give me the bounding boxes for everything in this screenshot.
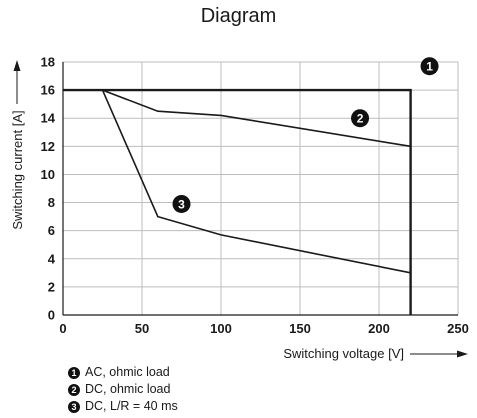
x-tick-label: 50 [135, 321, 149, 336]
legend-marker-1: 1 [68, 366, 80, 379]
legend: 1 AC, ohmic load 2 DC, ohmic load 3 DC, … [68, 364, 178, 415]
y-tick-label: 0 [48, 308, 55, 323]
y-axis-label: Switching current [A] [10, 110, 25, 229]
plot-frame [62, 61, 459, 316]
series-marker-label-1: 1 [426, 60, 433, 74]
legend-marker-2: 2 [68, 383, 80, 396]
legend-item-1: 1 AC, ohmic load [68, 364, 178, 381]
legend-label-1: AC, ohmic load [85, 365, 170, 379]
y-tick-label: 14 [41, 111, 56, 126]
y-arrow-head [13, 60, 21, 71]
x-arrow-head [457, 350, 468, 358]
x-tick-label: 200 [368, 321, 390, 336]
legend-item-3: 3 DC, L/R = 40 ms [68, 398, 178, 415]
y-tick-label: 2 [48, 279, 55, 294]
legend-label-2: DC, ohmic load [85, 382, 171, 396]
series-marker-3 [172, 194, 191, 213]
series-marker-label-2: 2 [357, 112, 364, 126]
legend-marker-3: 3 [68, 400, 80, 413]
y-tick-label: 10 [41, 167, 55, 182]
chart-title: Diagram [200, 5, 277, 27]
series-marker-label-3: 3 [178, 197, 185, 211]
series-marker-1 [420, 57, 439, 76]
x-tick-label: 100 [210, 321, 232, 336]
series-marker-2 [351, 109, 370, 128]
series-line-1 [63, 88, 412, 315]
x-axis-label: Switching voltage [V] [283, 346, 404, 361]
y-tick-label: 8 [48, 195, 55, 210]
y-tick-label: 12 [41, 139, 55, 154]
legend-label-3: DC, L/R = 40 ms [85, 399, 178, 413]
y-tick-label: 4 [48, 251, 56, 266]
x-tick-label: 150 [289, 321, 311, 336]
legend-item-2: 2 DC, ohmic load [68, 381, 178, 398]
y-tick-label: 18 [41, 55, 55, 70]
series-line-3 [101, 89, 411, 274]
y-tick-label: 16 [41, 83, 55, 98]
series-line-2 [102, 89, 411, 148]
x-tick-label: 0 [59, 321, 66, 336]
y-tick-label: 6 [48, 223, 55, 238]
x-tick-label: 250 [447, 321, 469, 336]
